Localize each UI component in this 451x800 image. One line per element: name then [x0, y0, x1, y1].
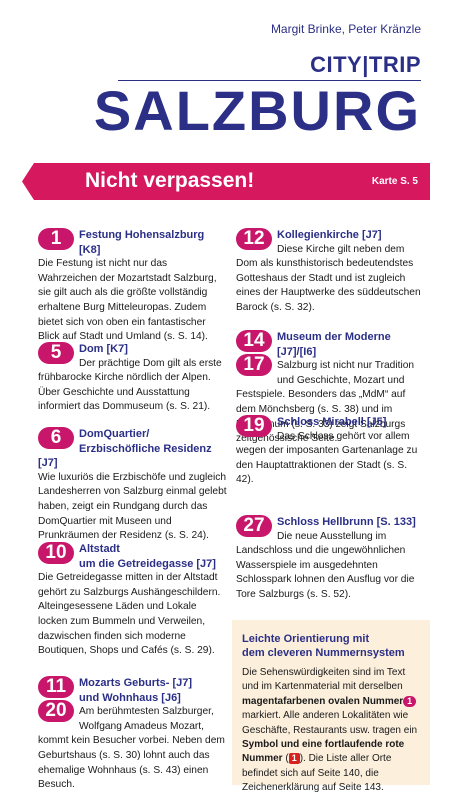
- entry-title: Schloss Mirabell [J5]: [277, 416, 387, 428]
- entry: 10 Altstadt um die Getreidegasse [J7] Die G…: [38, 542, 228, 659]
- box-text: Die Sehenswürdigkeiten sind im Text und …: [242, 666, 422, 796]
- badges: 14 17: [236, 330, 272, 378]
- number-badge: 6: [38, 427, 74, 449]
- entry-text: Die Getreidegasse mitten in der Altstadt…: [38, 572, 221, 657]
- badges: 27: [236, 515, 272, 539]
- number-badge: 1: [38, 228, 74, 250]
- book-title: SALZBURG: [93, 79, 421, 142]
- text-segment: ). Die Liste aller Orte befindet sich au…: [242, 753, 392, 794]
- badges: 12: [236, 228, 272, 252]
- entry-title: Mozarts Geburts- [J7]: [79, 677, 193, 689]
- banner: Nicht verpassen! Karte S. 5: [22, 163, 430, 200]
- text-segment: 1: [403, 695, 417, 707]
- number-badge: 12: [236, 228, 272, 250]
- badges: 1: [38, 228, 74, 252]
- entry-text: Salzburg ist nicht nur Tradition und Ges…: [236, 360, 415, 445]
- entry-title: Festung Hohensalzburg [K8]: [79, 229, 205, 256]
- authors: Margit Brinke, Peter Kränzle: [270, 22, 421, 36]
- badges: 6: [38, 427, 74, 451]
- number-badge: 5: [38, 342, 74, 364]
- entry: 12 Kollegienkirche [J7] Diese Kirche gilt …: [236, 228, 426, 316]
- entry-text: Das Schloss gehört vor allem wegen der i…: [236, 430, 418, 486]
- entry-title: Dom [K7]: [79, 343, 128, 355]
- badges: 19: [236, 415, 272, 439]
- entry-title: DomQuartier/: [79, 428, 150, 440]
- entry-title: um die Getreidegasse [J7]: [79, 557, 216, 570]
- entry-title: Erzbischöfliche Residenz [J7]: [38, 442, 212, 470]
- number-badge: 27: [236, 515, 272, 537]
- info-box: Leichte Orientierung mit dem cleveren Num…: [232, 620, 430, 793]
- entry-title: Museum der Moderne [J7]/[I6]: [277, 331, 391, 358]
- entry: 6 DomQuartier/Erzbischöfliche Residenz [J…: [38, 427, 228, 544]
- entry: 27 Schloss Hellbrunn [S. 133] Die neue Aus…: [236, 515, 426, 603]
- text-segment: 1: [288, 753, 300, 765]
- box-title-line: dem cleveren Nummernsystem: [242, 647, 405, 659]
- entry-text: Die neue Ausstellung im Landschloss und …: [236, 530, 415, 600]
- entry: 5 Dom [K7] Der prächtige Dom gilt als erst…: [38, 342, 228, 415]
- badges: 10: [38, 542, 74, 566]
- map-ref: Karte S. 5: [371, 176, 418, 187]
- entry-title: Altstadt: [79, 543, 120, 555]
- entry: 19 Schloss Mirabell [J5] Das Schloss gehör…: [236, 415, 426, 488]
- box-title: Leichte Orientierung mit dem cleveren Num…: [242, 632, 422, 660]
- number-badge: 20: [38, 700, 74, 722]
- number-badge: 17: [236, 354, 272, 376]
- text-segment: Symbol und eine fortlaufende rote Nummer: [242, 739, 405, 765]
- entry-text: Wie luxuriös die Erzbischöfe und zugleic…: [38, 471, 227, 542]
- number-badge: 10: [38, 542, 74, 564]
- badges: 11 20: [38, 676, 74, 724]
- entry: 14 17 Museum der Moderne [J7]/[I6] Salzburg…: [236, 330, 426, 447]
- text-segment: (: [282, 753, 289, 765]
- entry-text: Diese Kirche gilt neben dem Dom als kuns…: [236, 243, 421, 313]
- entry: 11 20 Mozarts Geburts- [J7] und Wohnhaus [J…: [38, 676, 228, 793]
- rule: [118, 80, 421, 81]
- entry-text: Der prächtige Dom gilt als erste frühbar…: [38, 357, 222, 413]
- entry-text: Am berühmtesten Salzburger, Wolfgang Ama…: [38, 706, 225, 791]
- series: CITY|TRIP: [310, 52, 421, 77]
- text-segment: magentafarbenen ovalen Nummer: [242, 695, 404, 707]
- number-badge: 11: [38, 676, 74, 698]
- entry-title: Schloss Hellbrunn [S. 133]: [277, 516, 416, 528]
- number-badge: 19: [236, 415, 272, 437]
- badges: 5: [38, 342, 74, 366]
- text-segment: markiert. Alle anderen Lokalitäten wie G…: [242, 710, 418, 736]
- number-badge: 14: [236, 330, 272, 352]
- text-segment: Die Sehenswürdigkeiten sind im Text und …: [242, 667, 406, 693]
- entry-title: Kollegienkirche [J7]: [277, 229, 382, 241]
- entry: 1 Festung Hohensalzburg [K8] Die Festung i…: [38, 228, 228, 345]
- entry-title: und Wohnhaus [J6]: [79, 691, 181, 704]
- entry-text: Die Festung ist nicht nur das Wahrzeiche…: [38, 258, 217, 343]
- box-title-line: Leichte Orientierung mit: [242, 633, 370, 645]
- banner-title: Nicht verpassen!: [85, 169, 255, 192]
